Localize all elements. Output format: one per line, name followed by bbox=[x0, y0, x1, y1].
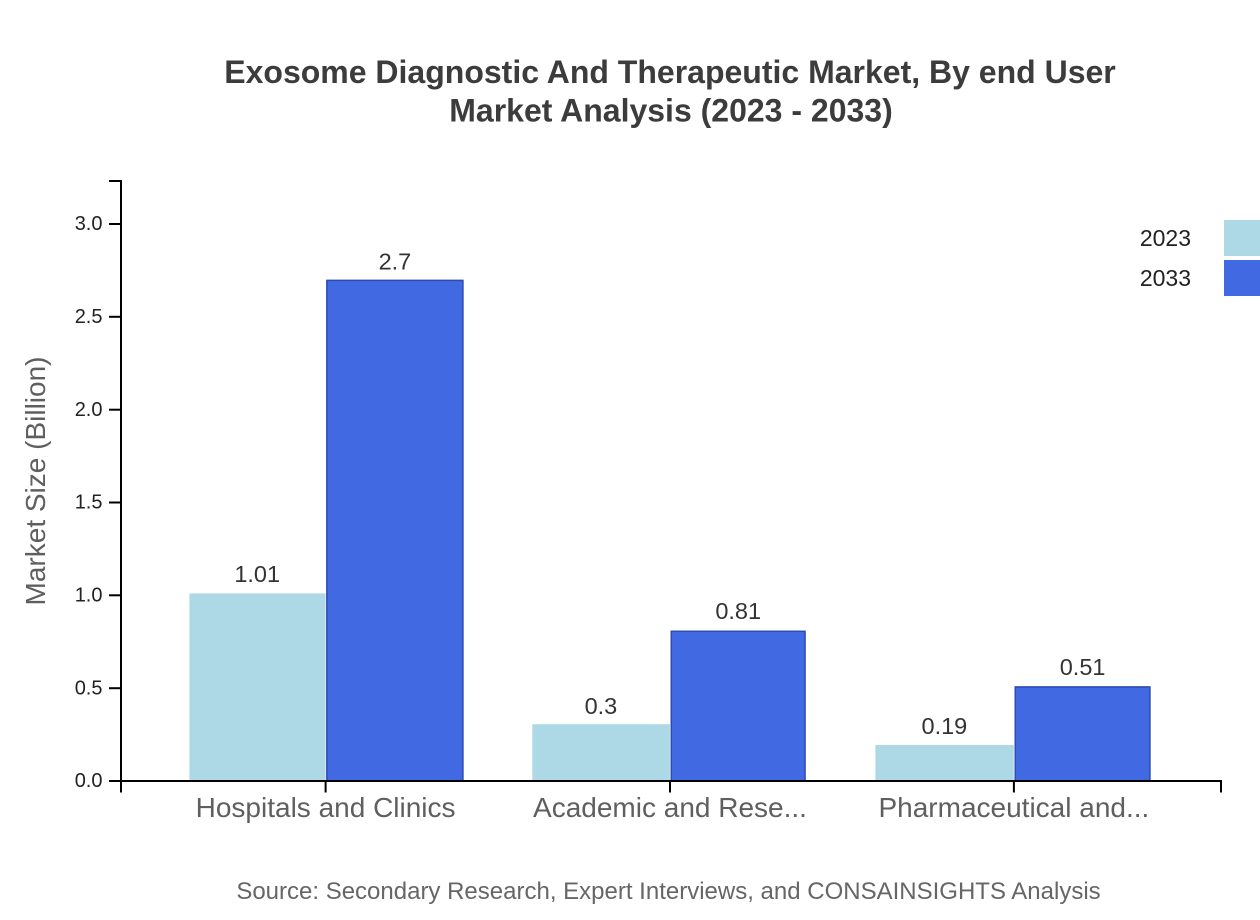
svg-text:3.0: 3.0 bbox=[75, 213, 103, 235]
svg-text:Market Analysis (2023 - 2033): Market Analysis (2023 - 2033) bbox=[449, 92, 893, 128]
svg-text:0.3: 0.3 bbox=[585, 693, 618, 719]
svg-text:Hospitals and Clinics: Hospitals and Clinics bbox=[196, 792, 456, 823]
svg-text:1.01: 1.01 bbox=[234, 561, 280, 587]
svg-text:Exosome Diagnostic And Therape: Exosome Diagnostic And Therapeutic Marke… bbox=[224, 54, 1115, 90]
svg-text:0.0: 0.0 bbox=[75, 770, 103, 792]
svg-text:2.7: 2.7 bbox=[379, 248, 412, 274]
svg-text:Source: Secondary Research, Ex: Source: Secondary Research, Expert Inter… bbox=[236, 878, 1100, 905]
svg-text:2.0: 2.0 bbox=[75, 399, 103, 421]
svg-text:1.0: 1.0 bbox=[75, 585, 103, 607]
svg-text:1.5: 1.5 bbox=[75, 492, 103, 514]
svg-text:0.5: 0.5 bbox=[75, 677, 103, 699]
svg-text:0.19: 0.19 bbox=[922, 713, 968, 739]
svg-text:2033: 2033 bbox=[1140, 265, 1191, 291]
svg-text:2.5: 2.5 bbox=[75, 306, 103, 328]
svg-text:Pharmaceutical and...: Pharmaceutical and... bbox=[878, 792, 1149, 823]
svg-text:2023: 2023 bbox=[1140, 225, 1191, 251]
svg-text:Academic and Rese...: Academic and Rese... bbox=[533, 792, 807, 823]
svg-text:Market Size (Billion): Market Size (Billion) bbox=[20, 357, 51, 606]
svg-text:0.81: 0.81 bbox=[715, 598, 761, 624]
svg-text:0.51: 0.51 bbox=[1060, 654, 1106, 680]
